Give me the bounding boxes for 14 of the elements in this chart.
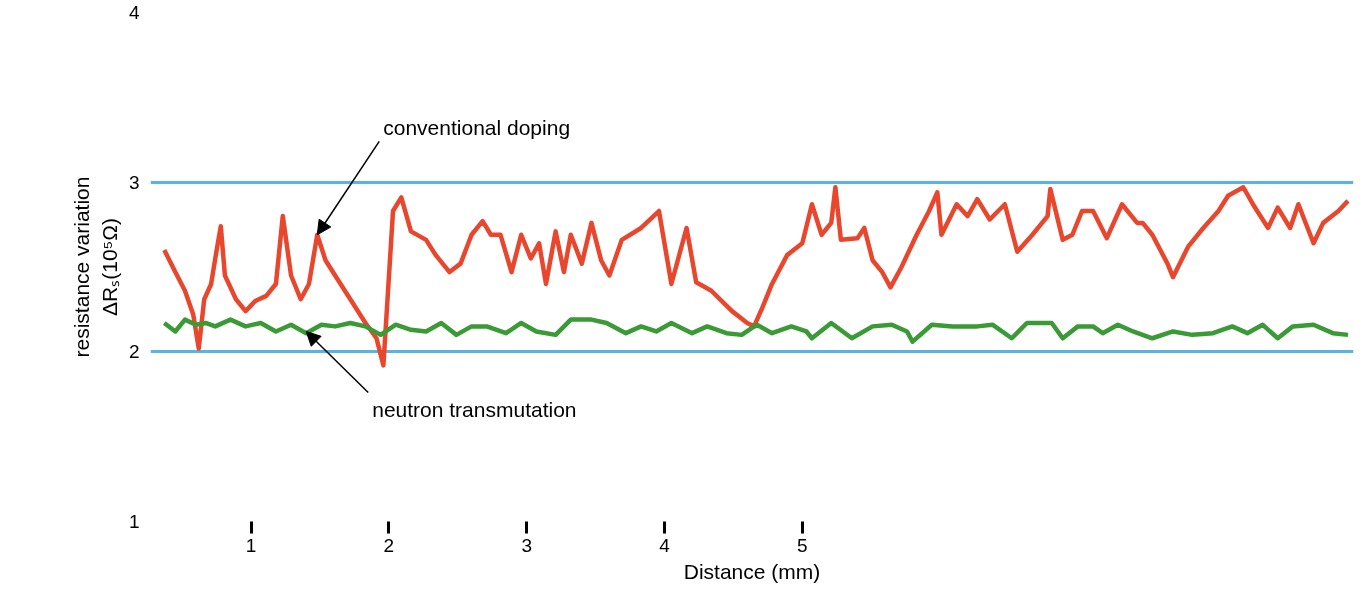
annotation: neutron transmutation — [372, 398, 577, 422]
y-tick-label: 2 — [128, 341, 140, 363]
line-series — [162, 185, 1351, 368]
x-tick-label: 2 — [383, 534, 395, 556]
y-axis-title: resistance variation ΔRₛ(10⁵Ω) — [70, 176, 121, 358]
x-tick-label: 4 — [659, 534, 671, 556]
y-tick-label: 3 — [128, 171, 140, 193]
y-tick-label: 4 — [128, 2, 140, 23]
annotation: conventional doping — [383, 116, 571, 140]
x-tick-label: 3 — [521, 534, 532, 556]
y-tick-label: 1 — [128, 511, 140, 532]
x-axis-title: Distance (mm) — [683, 559, 821, 583]
x-tick-label: 1 — [245, 534, 257, 556]
x-tick-label: 5 — [797, 534, 808, 556]
